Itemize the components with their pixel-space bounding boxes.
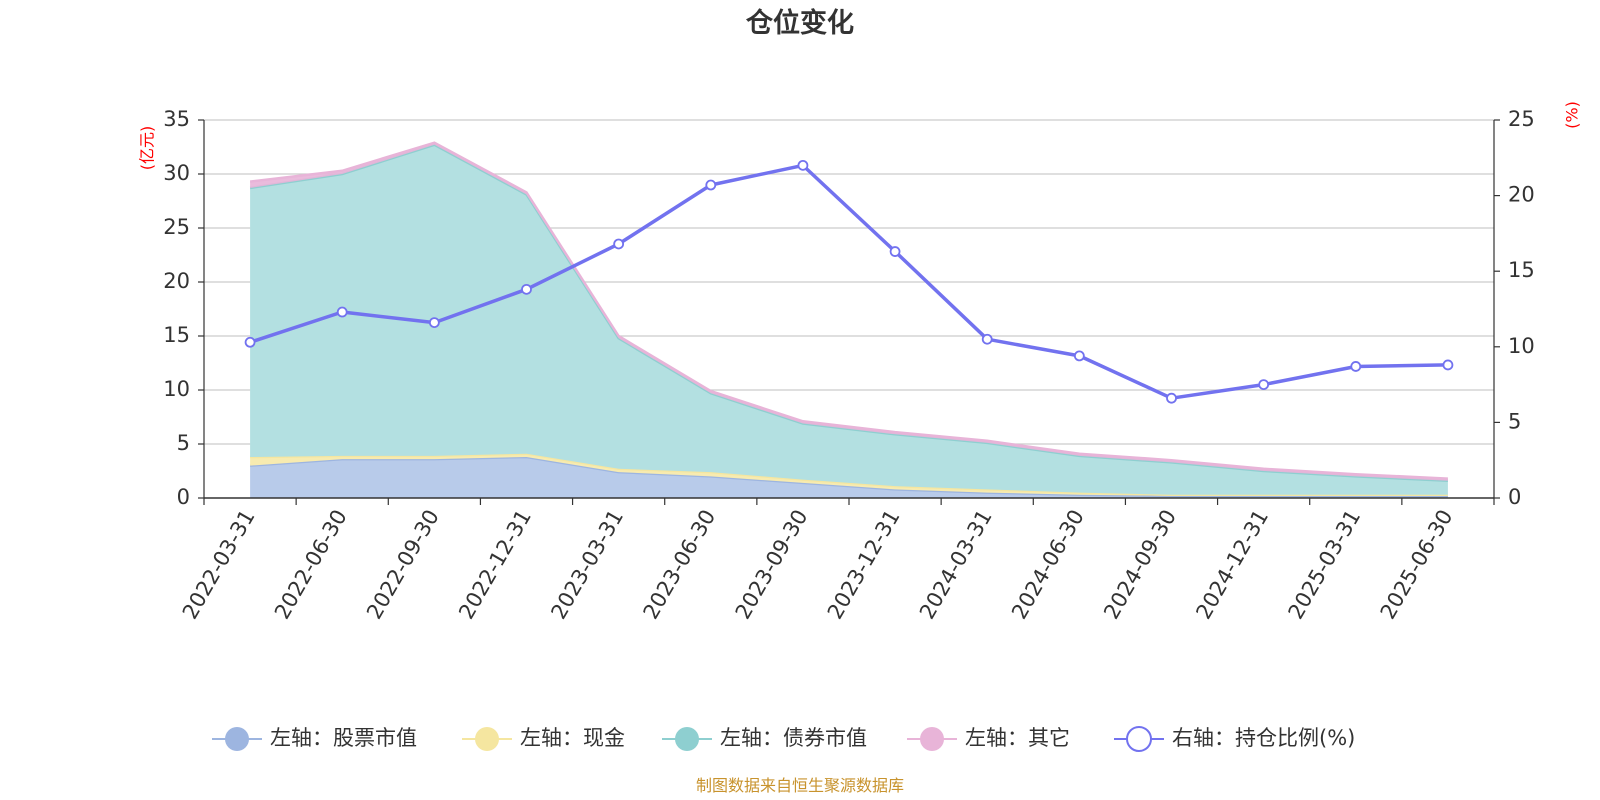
ratio-point (336, 306, 348, 318)
stacked-areas (249, 141, 1448, 498)
left-tick-label: 15 (163, 323, 190, 347)
right-tick-label: 20 (1508, 183, 1535, 207)
x-tick-label: 2022-06-30 (270, 506, 352, 624)
legend-item: 右轴：持仓比例(%) (1114, 726, 1355, 752)
ratio-point (797, 159, 809, 171)
legend-item: 左轴：股票市值 (212, 726, 417, 751)
source-note: 制图数据来自恒生聚源数据库 (696, 776, 904, 795)
left-tick-label: 30 (163, 161, 190, 185)
legend-marker (225, 727, 249, 751)
area-edge-other (249, 141, 1448, 480)
x-tick-label: 2023-09-30 (731, 506, 813, 624)
right-tick-label: 15 (1508, 258, 1535, 282)
legend-item: 左轴：其它 (907, 726, 1070, 751)
x-tick-label: 2024-09-30 (1099, 506, 1181, 624)
right-tick-label: 10 (1508, 334, 1535, 358)
right-tick-label: 25 (1508, 107, 1535, 131)
right-tick-label: 5 (1508, 409, 1521, 433)
legend-marker (475, 727, 499, 751)
x-tick-label: 2023-06-30 (639, 506, 721, 624)
x-tick-label: 2022-09-30 (362, 506, 444, 624)
legend-label: 右轴：持仓比例(%) (1172, 726, 1355, 750)
ratio-point (981, 333, 993, 345)
area-stock (250, 457, 1448, 498)
x-tick-label: 2024-03-31 (915, 506, 997, 624)
ratio-point (1166, 392, 1177, 404)
legend-label: 左轴：股票市值 (270, 726, 417, 750)
ratio-point (1073, 350, 1085, 362)
legend-label: 左轴：其它 (965, 726, 1070, 750)
x-tick-label: 2024-06-30 (1007, 506, 1089, 624)
ratio-point (1442, 359, 1454, 371)
x-tick-label: 2024-12-31 (1191, 506, 1273, 624)
right-tick-label: 0 (1508, 485, 1521, 509)
ratio-point (1258, 379, 1270, 391)
legend-label: 左轴：现金 (520, 726, 625, 750)
ratio-point (244, 336, 256, 348)
ratio-line-series (244, 159, 1454, 404)
x-tick-label: 2025-03-31 (1284, 506, 1366, 624)
left-tick-label: 25 (163, 215, 190, 239)
ratio-point (705, 179, 717, 191)
left-tick-label: 5 (177, 431, 190, 455)
left-axis-unit: (亿元) (138, 126, 157, 171)
legend-marker (920, 727, 944, 751)
ratio-point (889, 246, 901, 257)
legend-item: 左轴：债券市值 (662, 726, 867, 751)
ratio-line (249, 163, 1448, 400)
left-tick-label: 10 (163, 377, 190, 401)
x-tick-label: 2025-06-30 (1376, 506, 1458, 624)
ratio-point (613, 238, 625, 250)
x-tick-label: 2022-03-31 (178, 506, 260, 624)
ratio-point (521, 283, 532, 295)
area-cash (250, 453, 1448, 496)
x-tick-label: 2023-12-31 (823, 506, 905, 624)
ratio-point (428, 317, 440, 329)
legend-marker (675, 727, 699, 751)
chart-title: 仓位变化 (745, 7, 854, 39)
ratio-point (1350, 361, 1362, 372)
x-tick-label: 2023-03-31 (546, 506, 628, 624)
left-tick-label: 0 (177, 485, 190, 509)
legend: 左轴：股票市值 左轴：现金 左轴：债券市值 左轴：其它 右轴：持仓比例(%) (212, 726, 1355, 752)
right-axis-unit: (%) (1563, 101, 1582, 129)
left-tick-label: 20 (163, 269, 190, 293)
legend-marker (1126, 726, 1152, 752)
left-tick-label: 35 (163, 107, 190, 131)
legend-label: 左轴：债券市值 (720, 726, 867, 750)
legend-item: 左轴：现金 (462, 726, 625, 751)
x-tick-label: 2022-12-31 (454, 506, 536, 624)
